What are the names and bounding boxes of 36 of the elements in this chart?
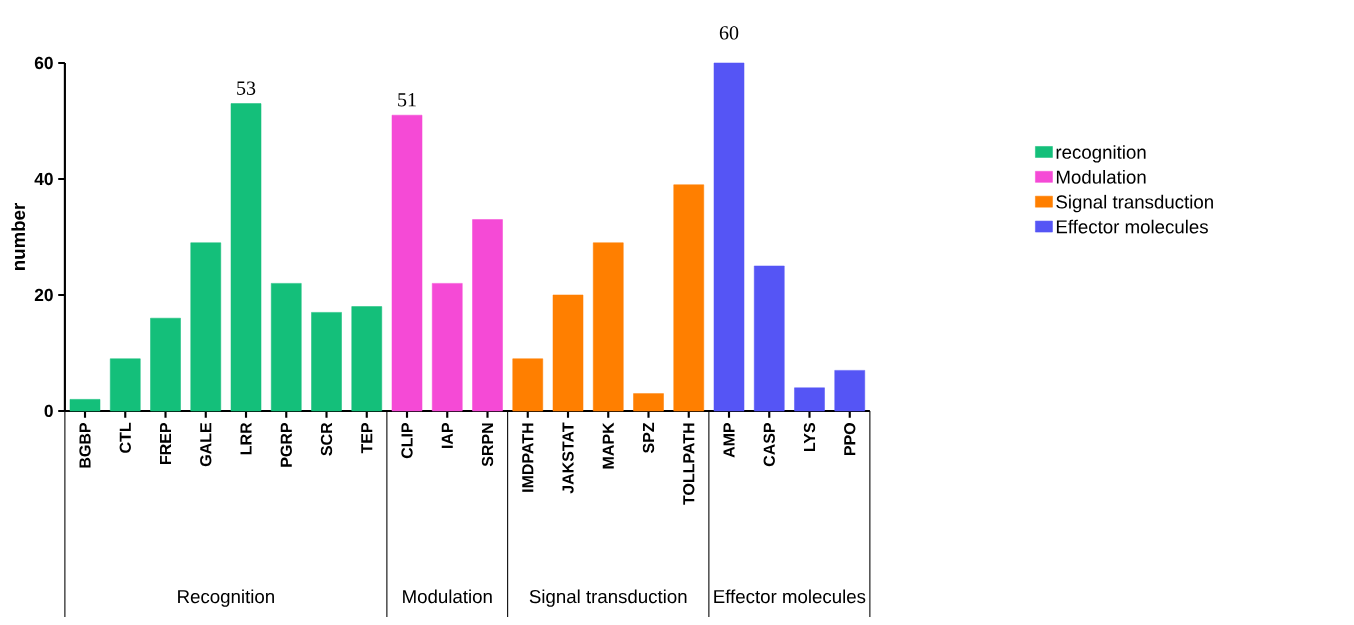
- data-label: 51: [398, 93, 416, 107]
- x-tick-label: CASP: [763, 422, 775, 467]
- x-tick-label: CTL: [119, 422, 131, 453]
- y-tick-label: 40: [34, 172, 53, 186]
- x-tick-label: JAKSTAT: [562, 422, 574, 494]
- y-axis-title: number: [11, 203, 26, 270]
- legend-label: Signal transduction: [1056, 194, 1213, 213]
- x-tick-label: BGBP: [79, 422, 91, 468]
- x-tick-label: PPO: [844, 423, 856, 456]
- x-tick-label: SRPN: [481, 423, 494, 467]
- x-tick-label: MAPK: [602, 422, 614, 469]
- y-tick-label: 20: [34, 288, 53, 302]
- y-tick-label: 60: [34, 56, 53, 70]
- x-tick-label: LYS: [803, 422, 816, 451]
- text: Modulation: [403, 589, 492, 604]
- data-label: 60: [719, 26, 739, 40]
- x-tick-label: PGRP: [280, 422, 292, 467]
- data-label: 53: [237, 81, 256, 95]
- x-tick-label: AMP: [723, 422, 735, 458]
- x-tick-label: GALE: [200, 423, 212, 467]
- x-tick-label: SCR: [320, 422, 333, 456]
- x-tick-label: TOLLPATH: [683, 423, 695, 505]
- x-tick-label: SPZ: [642, 422, 655, 454]
- x-tick-label: LRR: [240, 422, 252, 455]
- y-tick-label: 0: [44, 404, 53, 418]
- legend-label: Modulation: [1056, 170, 1146, 184]
- x-tick-label: IAP: [441, 422, 453, 448]
- x-tick-label: TEP: [361, 422, 373, 454]
- text: Signal transduction: [529, 589, 687, 607]
- text: Recognition: [178, 589, 274, 607]
- x-tick-label: IMDPATH: [522, 423, 534, 492]
- x-tick-label: CLIP: [401, 422, 413, 459]
- legend-label: recognition: [1056, 145, 1146, 163]
- legend-label: Effector molecules: [1056, 219, 1208, 234]
- text: Effector molecules: [714, 589, 866, 604]
- x-tick-label: FREP: [160, 422, 172, 464]
